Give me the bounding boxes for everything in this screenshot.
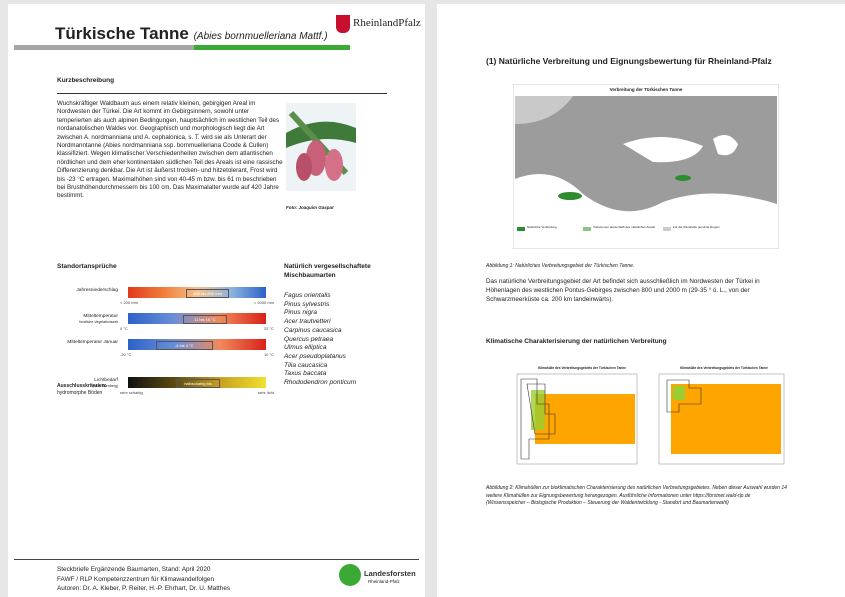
description: Wuchskräftiger Waldbaum aus einem relati… bbox=[57, 100, 283, 201]
green-bar bbox=[194, 45, 350, 50]
title-text: Türkische Tanne bbox=[55, 24, 189, 43]
bar-min: sehr schattig bbox=[120, 390, 143, 395]
species: Pinus sylvestris bbox=[284, 301, 356, 310]
bar-min: < 200 mm bbox=[120, 300, 138, 305]
page-left: Türkische Tanne (Abies bornmuelleriana M… bbox=[8, 4, 425, 597]
bar-min: 0 °C bbox=[120, 326, 128, 331]
chart-title: Klimahülle des Verbreitungsgebiets der T… bbox=[517, 366, 647, 370]
footer-line: Autoren: Dr. A. Kleber, P. Reiter, H.-P.… bbox=[57, 584, 230, 594]
bar-max: > 2000 mm bbox=[244, 300, 274, 305]
bar-range: 400 bis 800 mm bbox=[186, 289, 229, 298]
footer-rule bbox=[14, 559, 419, 560]
footer-logo: Landesforsten bbox=[364, 569, 416, 578]
bar-max: 22 °C bbox=[244, 326, 274, 331]
bar-range: 11 bis 16 °C bbox=[183, 315, 226, 324]
rule bbox=[57, 93, 387, 94]
map-legend: Natürliche Verbreitung bbox=[527, 225, 557, 229]
document: Türkische Tanne (Abies bornmuelleriana M… bbox=[0, 0, 845, 597]
bar-range: -4 bis 4 °C bbox=[156, 341, 213, 350]
bar-label: Mitteltemperatur Januar bbox=[28, 340, 118, 345]
species: Ulmus elliptica bbox=[284, 344, 356, 353]
site-bar: -4 bis 4 °C bbox=[128, 339, 266, 350]
species: Fagus orientalis bbox=[284, 292, 356, 301]
heading: Klimatische Charakterisierung der natürl… bbox=[486, 338, 667, 345]
species: Tilia caucasica bbox=[284, 362, 356, 371]
bar-min: -20 °C bbox=[120, 352, 131, 357]
page-right: (1) Natürliche Verbreitung und Eignungsb… bbox=[437, 4, 845, 597]
paragraph: Das natürliche Verbreitungsgebiet der Ar… bbox=[486, 277, 786, 304]
bar-max: sehr licht bbox=[244, 390, 274, 395]
footer-logo: Rheinland-Pfalz bbox=[368, 579, 400, 584]
exclusion: hydromorphe Böden bbox=[57, 390, 102, 396]
map-legend: Für die Klimahülle genutzte Region bbox=[673, 225, 773, 229]
species: Acer pseudoplatanus bbox=[284, 353, 356, 362]
heading: (1) Natürliche Verbreitung und Eignungsb… bbox=[486, 56, 772, 66]
bar-max: 10 °C bbox=[244, 352, 274, 357]
footer: Steckbriefe Ergänzende Baumarten, Stand:… bbox=[57, 565, 230, 594]
bar-sublabel: forstliche Vegetationszeit bbox=[28, 320, 118, 324]
footer-logo-mark bbox=[339, 564, 361, 586]
site-bar: 400 bis 800 mm bbox=[128, 287, 266, 298]
species: Rhododendron ponticum bbox=[284, 379, 356, 388]
logo: RheinlandPfalz bbox=[353, 17, 421, 29]
caption: Abbildung 1: Natürliches Verbreitungsgeb… bbox=[486, 263, 634, 269]
bar-label: Jahresniederschlag bbox=[28, 288, 118, 293]
scientific-name: (Abies bornmuelleriana Mattf.) bbox=[194, 31, 328, 42]
species: Pinus nigra bbox=[284, 309, 356, 318]
site-bar: 11 bis 16 °C bbox=[128, 313, 266, 324]
photo-credit: Foto: Joaquim Gaspar bbox=[286, 205, 334, 210]
climate-chart bbox=[507, 364, 647, 474]
caption: Abbildung 2: Klimahüllen zur bioklimatis… bbox=[486, 485, 791, 508]
exclusion-heading: Ausschlusskriterien: bbox=[57, 383, 106, 389]
species: Carpinus caucasica bbox=[284, 327, 356, 336]
climate-chart bbox=[649, 364, 789, 474]
gray-bar bbox=[14, 45, 194, 50]
footer-line: Steckbriefe Ergänzende Baumarten, Stand:… bbox=[57, 565, 230, 575]
section-heading: Natürlich vergesellschaftete Mischbaumar… bbox=[284, 263, 394, 280]
section-heading: Kurzbeschreibung bbox=[57, 77, 114, 84]
photo bbox=[286, 103, 356, 191]
chart-title: Klimahülle des Verbreitungsgebiets der T… bbox=[659, 366, 789, 370]
footer-line: FAWF / RLP Kompetenzzentrum für Klimawan… bbox=[57, 575, 230, 585]
species: Acer trautvetteri bbox=[284, 318, 356, 327]
bar-range: halbschattig bis halblicht bbox=[176, 379, 219, 388]
section-heading: Standortansprüche bbox=[57, 263, 117, 270]
species: Taxus baccata bbox=[284, 370, 356, 379]
title: Türkische Tanne (Abies bornmuelleriana M… bbox=[55, 24, 328, 44]
site-bar: halbschattig bis halblicht bbox=[128, 377, 266, 388]
species: Quercus petraea bbox=[284, 336, 356, 345]
map-title: Verbreitung der Türkischen Tanne bbox=[543, 87, 749, 92]
map-legend: Vorkommen ausserhalb des natürlichen Are… bbox=[593, 225, 663, 229]
logo-crest bbox=[336, 15, 350, 33]
bar-label: Mitteltemperatur bbox=[28, 314, 118, 319]
